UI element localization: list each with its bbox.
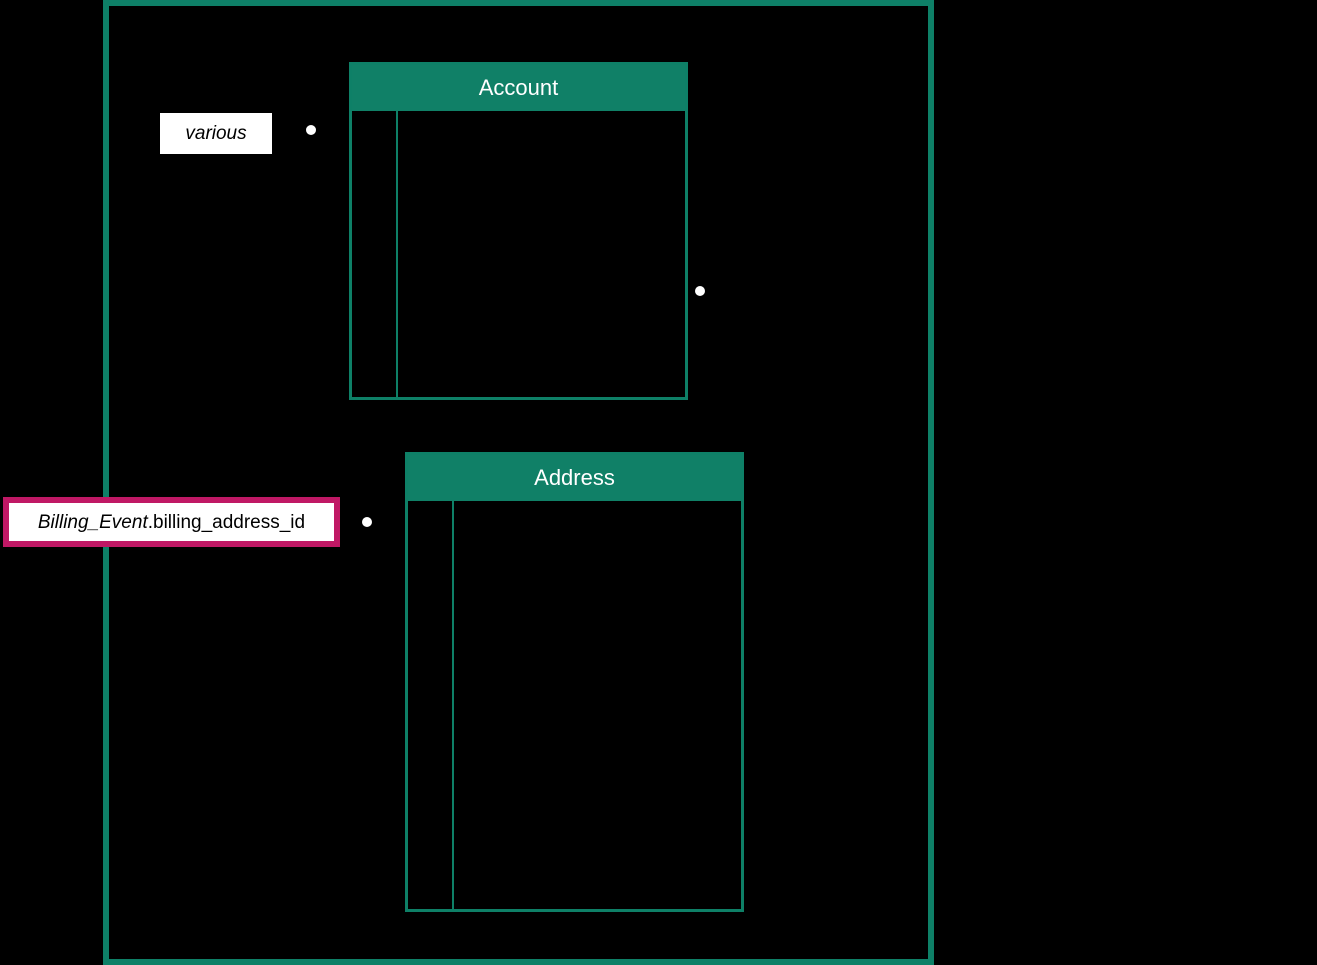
entity-address-title: Address xyxy=(534,465,615,491)
connector-dot-billing xyxy=(362,517,372,527)
label-billing-event: Billing_Event.billing_address_id xyxy=(3,497,340,547)
entity-account-header: Account xyxy=(352,65,685,111)
entity-address: Address xyxy=(405,452,744,912)
entity-address-col-fields xyxy=(454,501,741,909)
entity-account-col-key xyxy=(352,111,398,397)
diagram-stage: Account Address various Billing_Event.bi… xyxy=(0,0,1317,965)
label-billing-event-text: Billing_Event.billing_address_id xyxy=(38,513,305,532)
entity-account: Account xyxy=(349,62,688,400)
connector-dot-various xyxy=(306,125,316,135)
label-billing-event-italic: Billing_Event xyxy=(38,512,148,533)
label-billing-event-normal: .billing_address_id xyxy=(148,512,305,533)
label-various-text: various xyxy=(185,124,246,143)
entity-account-title: Account xyxy=(479,75,559,101)
entity-address-col-key xyxy=(408,501,454,909)
entity-account-col-fields xyxy=(398,111,685,397)
connector-dot-account-right xyxy=(695,286,705,296)
entity-account-body xyxy=(352,111,685,397)
entity-address-header: Address xyxy=(408,455,741,501)
label-various: various xyxy=(160,113,272,154)
entity-address-body xyxy=(408,501,741,909)
